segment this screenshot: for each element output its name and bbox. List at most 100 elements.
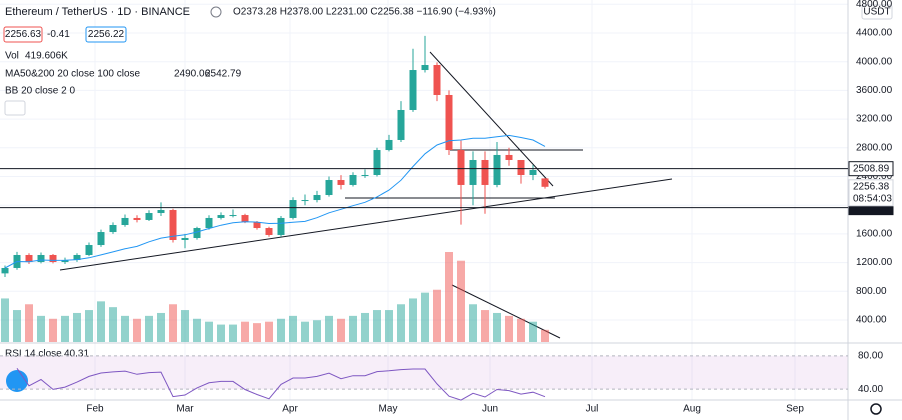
ask: 2256.22 xyxy=(88,29,125,40)
currency-box[interactable] xyxy=(861,4,893,20)
candle-body xyxy=(265,228,273,235)
candle-body xyxy=(457,150,465,185)
ma-line xyxy=(4,134,546,269)
volume-bar xyxy=(13,310,21,342)
volume-bar xyxy=(457,260,465,342)
candle-body xyxy=(517,159,525,175)
candle-body xyxy=(25,254,33,263)
candle-body xyxy=(361,174,369,176)
rsi-value: 40.31 xyxy=(64,349,89,360)
x-tick-label: Sep xyxy=(786,404,804,415)
candle-body xyxy=(541,178,549,187)
x-tick-label: Jun xyxy=(482,404,498,415)
y-tick-label: 4800.00 xyxy=(856,0,893,10)
volume-bar xyxy=(181,310,189,342)
price-label-box xyxy=(848,161,894,177)
candle-body xyxy=(433,65,441,95)
y-tick-label: 2400.00 xyxy=(856,171,893,182)
volume-bar xyxy=(277,318,285,342)
candle-body xyxy=(529,169,537,175)
volume-bar xyxy=(121,315,129,342)
candle-body xyxy=(277,217,285,235)
volume-bar xyxy=(253,323,261,342)
candle-body xyxy=(61,260,69,263)
candle-body xyxy=(73,254,81,261)
y-tick-label: 400.00 xyxy=(856,315,887,326)
volume-bar xyxy=(289,315,297,342)
volume-bar xyxy=(529,321,537,342)
rsi-band xyxy=(0,355,848,390)
volume-bar xyxy=(241,321,249,342)
candle-body xyxy=(445,94,453,151)
volume-bar xyxy=(145,315,153,342)
candle-body xyxy=(205,217,213,229)
candle-body xyxy=(85,245,93,255)
symbol-title: Ethereum / TetherUS · 1D · BINANCE xyxy=(5,6,190,18)
settings-icon[interactable] xyxy=(870,403,882,415)
candle-body xyxy=(217,215,225,218)
volume-bar xyxy=(229,324,237,342)
volume-bar xyxy=(133,318,141,342)
bid-box[interactable] xyxy=(3,26,43,43)
ask-box[interactable] xyxy=(85,26,127,43)
y-tick-label: 4400.00 xyxy=(856,28,893,39)
candle-body xyxy=(325,180,333,196)
volume-bar xyxy=(409,298,417,342)
ohlc: O2373.28 H2378.00 L2231.00 C2256.38 −116… xyxy=(233,7,496,18)
candle-body xyxy=(157,210,165,214)
volume-bar xyxy=(85,310,93,342)
bb-label: BB 20 close 2 0 xyxy=(5,86,75,97)
volume-bar xyxy=(493,312,501,342)
last-price-box xyxy=(848,179,894,207)
candle-body xyxy=(505,154,513,160)
candle-body xyxy=(469,159,477,185)
volume-bar xyxy=(469,304,477,342)
x-tick-label: Feb xyxy=(86,404,104,415)
y-tick-label: 2800.00 xyxy=(856,142,893,153)
x-tick-label: May xyxy=(379,404,398,415)
y-tick-label: 800.00 xyxy=(856,286,887,297)
volume-bar xyxy=(517,318,525,342)
price-pane xyxy=(1,35,673,342)
volume-bar xyxy=(265,321,273,342)
countdown: 08:54:03 xyxy=(853,193,892,204)
candle-body xyxy=(37,254,45,263)
y-tick-label: 3600.00 xyxy=(856,85,893,96)
x-tick-label: Jul xyxy=(586,404,599,415)
vol-label: Vol xyxy=(5,51,19,62)
rsi-line xyxy=(16,368,546,401)
volume-bar xyxy=(61,315,69,342)
x-tick-label: Aug xyxy=(683,404,701,415)
visibility-icon[interactable] xyxy=(210,6,222,18)
price-label: 1966.06 xyxy=(853,202,890,213)
x-tick-label: Mar xyxy=(176,404,194,415)
volume-bar xyxy=(37,315,45,342)
candle-body xyxy=(313,195,321,201)
candle-body xyxy=(193,228,201,238)
candle-body xyxy=(301,200,309,202)
volume-bar xyxy=(541,329,549,342)
rsi-tick-label: 80.00 xyxy=(858,350,883,361)
volume-bar xyxy=(205,321,213,342)
candle-body xyxy=(493,154,501,185)
volume-bar xyxy=(481,310,489,342)
candle-body xyxy=(133,217,141,220)
volume-bar xyxy=(193,318,201,342)
candle-body xyxy=(145,213,153,220)
candle-body xyxy=(349,174,357,185)
candle-body xyxy=(1,267,9,274)
candle-body xyxy=(289,200,297,218)
y-tick-label: 4000.00 xyxy=(856,56,893,67)
candle-body xyxy=(253,221,261,229)
collapse-button[interactable] xyxy=(4,100,26,116)
rsi-tick-label: 40.00 xyxy=(858,384,883,395)
volume-bar xyxy=(385,310,393,342)
volume-bar xyxy=(25,304,33,342)
volume-bar xyxy=(1,298,9,342)
volume-bar xyxy=(157,312,165,342)
ma-label: MA50&200 20 close 100 close xyxy=(5,69,141,80)
candle-body xyxy=(373,150,381,175)
candle-body xyxy=(397,109,405,140)
